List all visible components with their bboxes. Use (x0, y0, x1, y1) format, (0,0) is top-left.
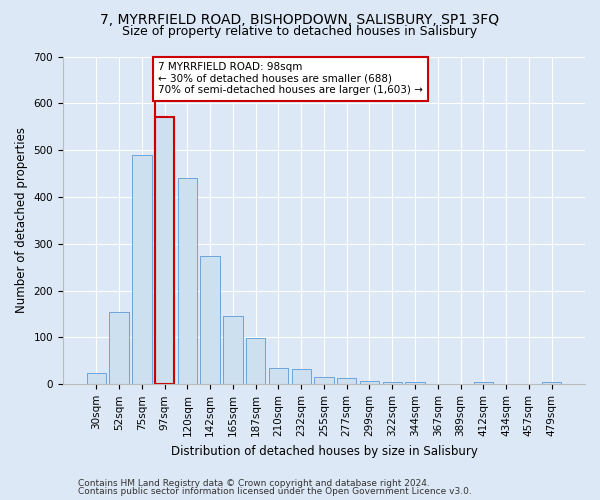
X-axis label: Distribution of detached houses by size in Salisbury: Distribution of detached houses by size … (170, 444, 478, 458)
Bar (200, 256, 220, 384)
Bar (337, 378, 356, 384)
Bar (292, 370, 311, 384)
Text: Contains public sector information licensed under the Open Government Licence v3: Contains public sector information licen… (78, 487, 472, 496)
Bar (383, 382, 402, 384)
Bar (406, 382, 425, 384)
Bar (360, 380, 379, 384)
Y-axis label: Number of detached properties: Number of detached properties (15, 128, 28, 314)
Bar (155, 118, 174, 384)
Text: Contains HM Land Registry data © Crown copyright and database right 2024.: Contains HM Land Registry data © Crown c… (78, 478, 430, 488)
Text: 7 MYRRFIELD ROAD: 98sqm
← 30% of detached houses are smaller (688)
70% of semi-d: 7 MYRRFIELD ROAD: 98sqm ← 30% of detache… (158, 62, 423, 96)
Bar (473, 382, 493, 384)
Bar (314, 378, 334, 384)
Text: Size of property relative to detached houses in Salisbury: Size of property relative to detached ho… (122, 25, 478, 38)
Bar (246, 338, 265, 384)
Bar (178, 178, 197, 384)
Bar (269, 368, 288, 384)
Bar (542, 382, 561, 384)
Text: 7, MYRRFIELD ROAD, BISHOPDOWN, SALISBURY, SP1 3FQ: 7, MYRRFIELD ROAD, BISHOPDOWN, SALISBURY… (100, 12, 500, 26)
Bar (132, 155, 152, 384)
Bar (109, 312, 129, 384)
Bar (223, 316, 242, 384)
Bar (86, 372, 106, 384)
